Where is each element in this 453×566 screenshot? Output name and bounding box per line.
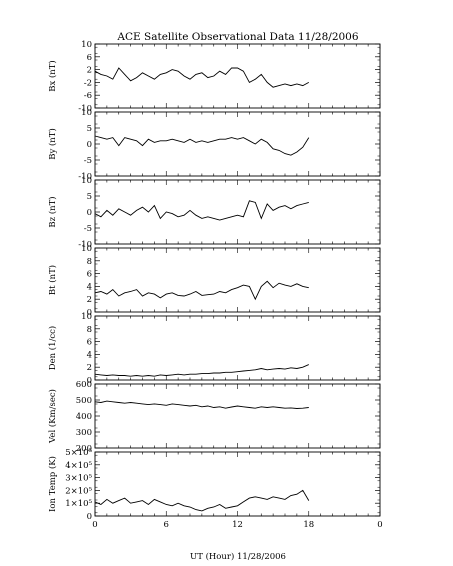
panel-4: 10 8 6 4 2 0 Bt (nT)	[47, 244, 381, 318]
y-tick-label: 4	[87, 350, 92, 360]
y-tick-label: 5×10⁵	[65, 448, 92, 458]
y-tick-label: 6	[87, 270, 92, 280]
y-tick-label: 4×10⁵	[65, 461, 92, 471]
x-tick-label: 12	[232, 520, 243, 530]
y-tick-label: 600	[76, 380, 92, 390]
y-tick-label: 0	[87, 308, 92, 318]
y-axis-title: Den (1/cc)	[47, 326, 58, 370]
panel-6: 600 500 400 300 200 Vel (Km/sec)	[47, 380, 381, 454]
y-tick-label: 10	[81, 40, 92, 50]
y-tick-label: 1×10⁵	[65, 499, 92, 509]
y-tick-label: -5	[84, 224, 92, 234]
panel-frame	[94, 111, 381, 177]
y-tick-label: -10	[78, 172, 92, 182]
y-tick-label: 0	[87, 512, 92, 522]
x-tick-label: 0	[377, 520, 382, 530]
panel-frame	[94, 451, 381, 517]
y-tick-label: 0	[87, 208, 92, 218]
y-tick-label: 5	[87, 124, 92, 134]
y-tick-label: 400	[76, 412, 92, 422]
y-tick-label: 10	[81, 176, 92, 186]
y-tick-label: 300	[76, 428, 92, 438]
panel-2: 10 5 0 -5 -10 By (nT)	[47, 108, 381, 182]
series-line	[94, 400, 309, 409]
y-axis-title: By (nT)	[47, 128, 58, 160]
y-tick-label: 500	[76, 396, 92, 406]
y-tick-label: 2	[87, 363, 92, 373]
y-axis-title: Bx (nT)	[47, 60, 58, 92]
y-tick-label: 6	[87, 338, 92, 348]
x-axis-title: UT (Hour) 11/28/2006	[190, 551, 286, 562]
y-tick-label: -6	[84, 91, 92, 101]
y-tick-label: -2	[84, 78, 92, 88]
panel-frame	[94, 179, 381, 245]
y-tick-label: 6	[87, 53, 92, 63]
figure-title: ACE Satellite Observational Data 11/28/2…	[116, 31, 358, 43]
y-tick-label: -10	[78, 104, 92, 114]
y-tick-label: 8	[87, 257, 92, 267]
series-line	[94, 135, 310, 156]
series-line	[94, 67, 310, 88]
panel-frame	[94, 247, 381, 313]
x-tick-label: 6	[164, 520, 169, 530]
y-tick-label: 4	[87, 282, 92, 292]
y-tick-label: 2×10⁵	[65, 486, 92, 496]
panel-frame	[94, 43, 381, 109]
y-tick-label: 3×10⁵	[65, 474, 92, 484]
y-tick-label: 0	[87, 140, 92, 150]
panel-3: 10 5 0 -5 -10 Bz (nT)	[47, 176, 381, 250]
y-tick-label: -5	[84, 156, 92, 166]
panel-frame	[94, 383, 381, 449]
y-tick-label: 5	[87, 192, 92, 202]
panel-1: 10 6 2 -2 -6 -10 Bx (nT)	[47, 40, 381, 114]
panels: 10 6 2 -2 -6 -10 Bx (nT) 10 5 0 -5 -10 By (nT) 10 5 0 -5…	[47, 40, 383, 530]
series-line	[94, 280, 309, 301]
y-tick-label: 10	[81, 312, 92, 322]
panel-7: 5×10⁵ 4×10⁵ 3×10⁵ 2×10⁵ 1×10⁵ 0 Ion Temp (K)	[47, 448, 381, 522]
y-axis-title: Ion Temp (K)	[47, 456, 58, 512]
y-axis-title: Vel (Km/sec)	[47, 389, 58, 444]
y-tick-label: 10	[81, 108, 92, 118]
y-tick-label: 2	[87, 66, 92, 76]
panel-frame	[94, 315, 381, 381]
series-line	[94, 489, 310, 512]
x-tick-label: 18	[303, 520, 314, 530]
y-tick-label: 2	[87, 295, 92, 305]
series-line	[94, 364, 309, 377]
y-axis-title: Bt (nT)	[47, 265, 58, 295]
y-tick-label: 8	[87, 325, 92, 335]
y-tick-label: -10	[78, 240, 92, 250]
series-line	[94, 200, 309, 221]
y-tick-label: 200	[76, 444, 92, 454]
panel-5: 10 8 6 4 2 0 Den (1/cc)	[47, 312, 381, 386]
x-tick-label: 0	[92, 520, 97, 530]
y-tick-label: 10	[81, 244, 92, 254]
y-axis-title: Bz (nT)	[47, 196, 58, 227]
y-tick-label: 0	[87, 376, 92, 386]
